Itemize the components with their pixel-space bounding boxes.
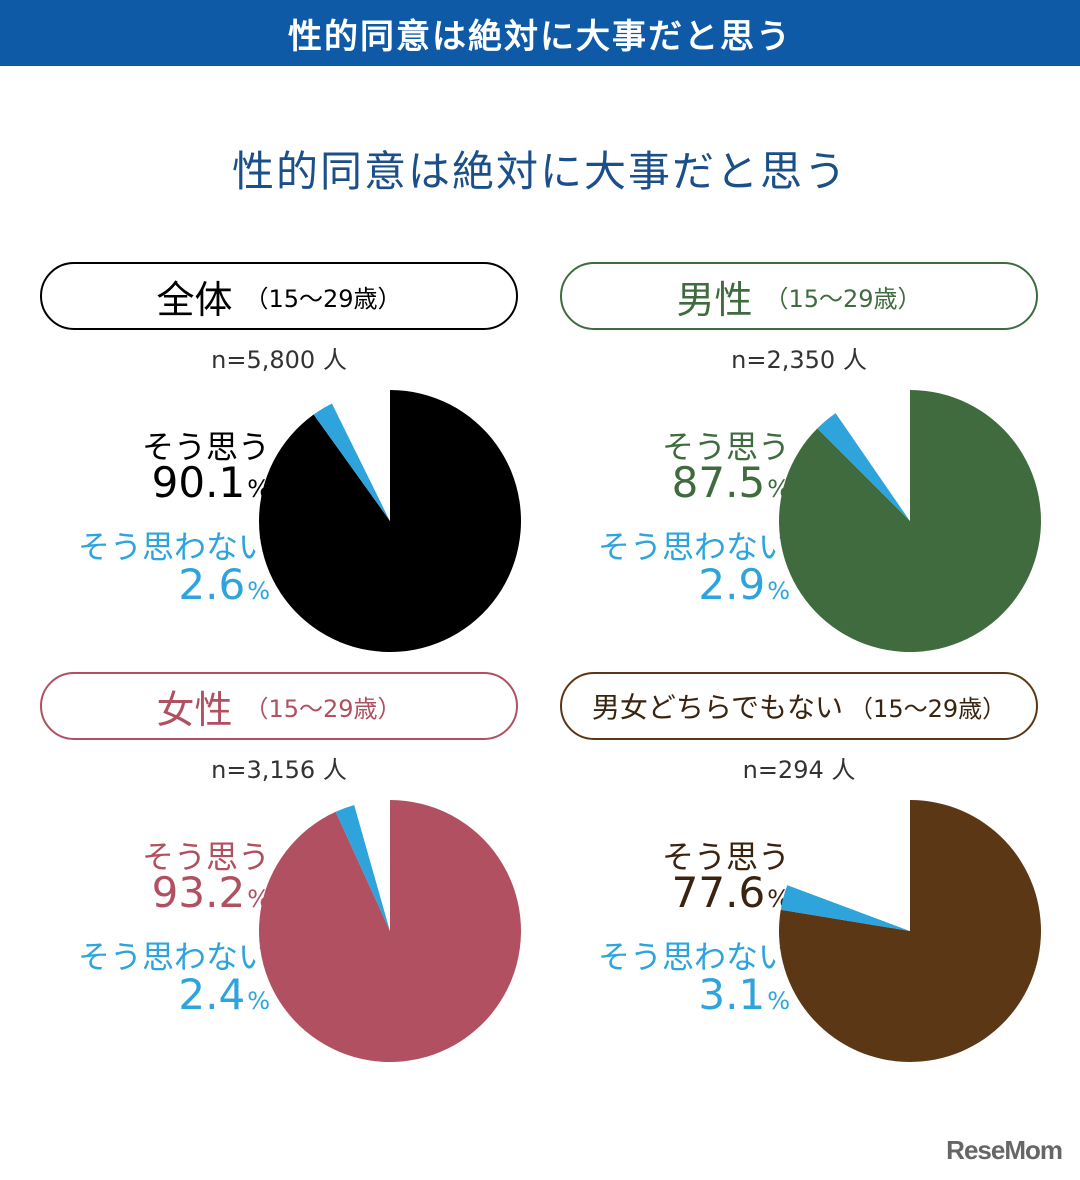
header-banner: 性的同意は絶対に大事だと思う bbox=[0, 0, 1080, 66]
disagree-label: そう思わない bbox=[597, 938, 790, 976]
sample-size: n=3,156 人 bbox=[211, 756, 347, 784]
disagree-value-wrap: 2.4% bbox=[178, 970, 270, 1019]
pie-slice-other bbox=[835, 390, 910, 521]
agree-value: 90.1 bbox=[151, 458, 246, 507]
agree-value: 93.2 bbox=[151, 868, 246, 917]
disagree-value: 2.4 bbox=[178, 970, 246, 1019]
panel-neither: 男女どちらでもない （15〜29歳） n=294 人 そう思う 77.6% そう思… bbox=[560, 672, 1080, 1082]
pie-slice-other bbox=[787, 800, 910, 931]
agree-value-wrap: 87.5% bbox=[672, 458, 790, 507]
disagree-label: そう思わない bbox=[77, 938, 270, 976]
group-pill: 女性 （15〜29歳） bbox=[40, 672, 518, 740]
agree-label: そう思う bbox=[141, 428, 270, 466]
disagree-value-wrap: 3.1% bbox=[698, 970, 790, 1019]
sample-size: n=2,350 人 bbox=[731, 346, 867, 374]
age-range: （15〜29歳） bbox=[244, 694, 402, 723]
disagree-unit: % bbox=[767, 987, 790, 1015]
agree-label: そう思う bbox=[661, 428, 790, 466]
pie-slice-disagree bbox=[335, 804, 390, 931]
age-range: （15〜29歳） bbox=[244, 284, 402, 313]
agree-label: そう思う bbox=[661, 838, 790, 876]
disagree-label: そう思わない bbox=[77, 528, 270, 566]
disagree-value: 2.6 bbox=[178, 560, 246, 609]
disagree-value: 2.9 bbox=[698, 560, 766, 609]
agree-value: 77.6 bbox=[671, 868, 766, 917]
sample-size: n=5,800 人 bbox=[211, 346, 347, 374]
group-pill: 男性 （15〜29歳） bbox=[560, 262, 1038, 330]
pie-chart bbox=[259, 800, 521, 1062]
agree-label: そう思う bbox=[141, 838, 270, 876]
panel-female: 女性 （15〜29歳） n=3,156 人 そう思う 93.2% そう思わない 2… bbox=[40, 672, 560, 1082]
pie-slice-disagree bbox=[817, 413, 910, 521]
sample-size: n=294 人 bbox=[742, 756, 856, 784]
disagree-value: 3.1 bbox=[698, 970, 766, 1019]
agree-value-wrap: 90.1% bbox=[152, 458, 270, 507]
disagree-label: そう思わない bbox=[597, 528, 790, 566]
agree-value-wrap: 77.6% bbox=[672, 868, 790, 917]
pie-slice-other bbox=[354, 800, 390, 931]
pie-chart bbox=[779, 390, 1041, 652]
group-pill: 男女どちらでもない （15〜29歳） bbox=[560, 672, 1038, 740]
agree-value: 87.5 bbox=[671, 458, 766, 507]
disagree-unit: % bbox=[247, 577, 270, 605]
page-title: 性的同意は絶対に大事だと思う bbox=[231, 147, 848, 196]
agree-value-wrap: 93.2% bbox=[152, 868, 270, 917]
group-name: 全体 bbox=[156, 277, 233, 322]
age-range: （15〜29歳） bbox=[849, 694, 1007, 723]
age-range: （15〜29歳） bbox=[764, 284, 922, 313]
pie-slice-disagree bbox=[780, 885, 910, 931]
disagree-value-wrap: 2.9% bbox=[698, 560, 790, 609]
pie-slice-other bbox=[331, 390, 390, 521]
site-logo: ReseMom bbox=[946, 1135, 1063, 1165]
pie-slice-disagree bbox=[313, 403, 390, 521]
group-name: 男女どちらでもない bbox=[591, 691, 844, 724]
group-name: 女性 bbox=[156, 687, 233, 732]
panel-male: 男性 （15〜29歳） n=2,350 人 そう思う 87.5% そう思わない 2… bbox=[560, 262, 1080, 672]
group-pill: 全体 （15〜29歳） bbox=[40, 262, 518, 330]
group-name: 男性 bbox=[676, 277, 753, 322]
pie-chart bbox=[779, 800, 1041, 1062]
panel-overall: 全体 （15〜29歳） n=5,800 人 そう思う 90.1% そう思わない 2… bbox=[40, 262, 560, 672]
disagree-unit: % bbox=[767, 577, 790, 605]
disagree-value-wrap: 2.6% bbox=[178, 560, 270, 609]
pie-chart bbox=[259, 390, 521, 652]
disagree-unit: % bbox=[247, 987, 270, 1015]
